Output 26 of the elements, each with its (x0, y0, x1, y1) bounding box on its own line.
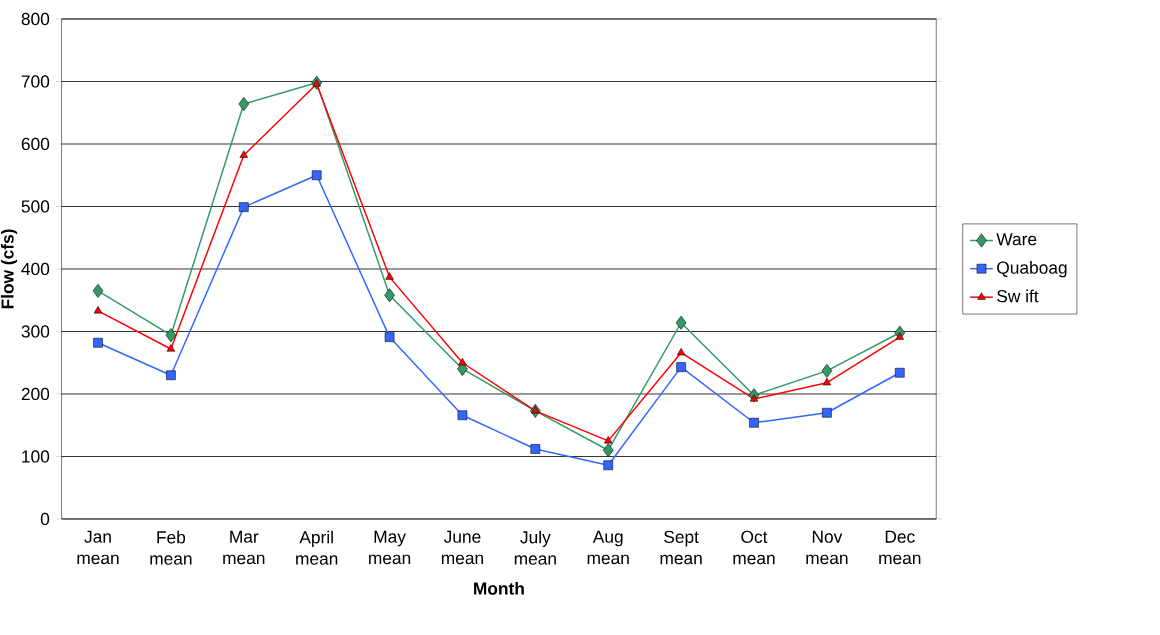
y-tick-label: 200 (21, 387, 50, 401)
x-tick-label: Mar mean (223, 530, 265, 565)
y-tick-label: 0 (40, 512, 50, 526)
y-tick-label: 700 (21, 75, 50, 88)
y-tick-label: 300 (21, 325, 50, 338)
x-tick-label: Jan mean (77, 530, 119, 565)
y-tick-label: 400 (21, 262, 50, 276)
legend-label: Sw ift (997, 289, 1039, 303)
y-tick-label: 500 (21, 200, 50, 213)
legend-label: Ware (996, 233, 1037, 246)
x-tick-label: Dec mean (879, 530, 921, 565)
y-tick-label: 100 (22, 450, 50, 463)
x-tick-label: May mean (369, 530, 411, 565)
x-axis-title: Month (474, 581, 524, 595)
x-tick-label: Feb mean (150, 530, 192, 565)
x-tick-label: Aug mean (587, 530, 629, 565)
y-axis-title: Flow (cfs) (0, 229, 18, 309)
x-tick-label: April mean (296, 530, 338, 565)
x-tick-label: June mean (441, 530, 483, 565)
x-tick-label: Oct mean (733, 530, 775, 565)
y-tick-label: 600 (21, 137, 50, 151)
x-tick-label: July mean (514, 530, 556, 565)
x-tick-label: Nov mean (806, 530, 848, 565)
legend-label: Quaboag (997, 261, 1067, 278)
x-tick-label: Sept mean (660, 530, 702, 565)
y-tick-label: 800 (21, 12, 50, 26)
